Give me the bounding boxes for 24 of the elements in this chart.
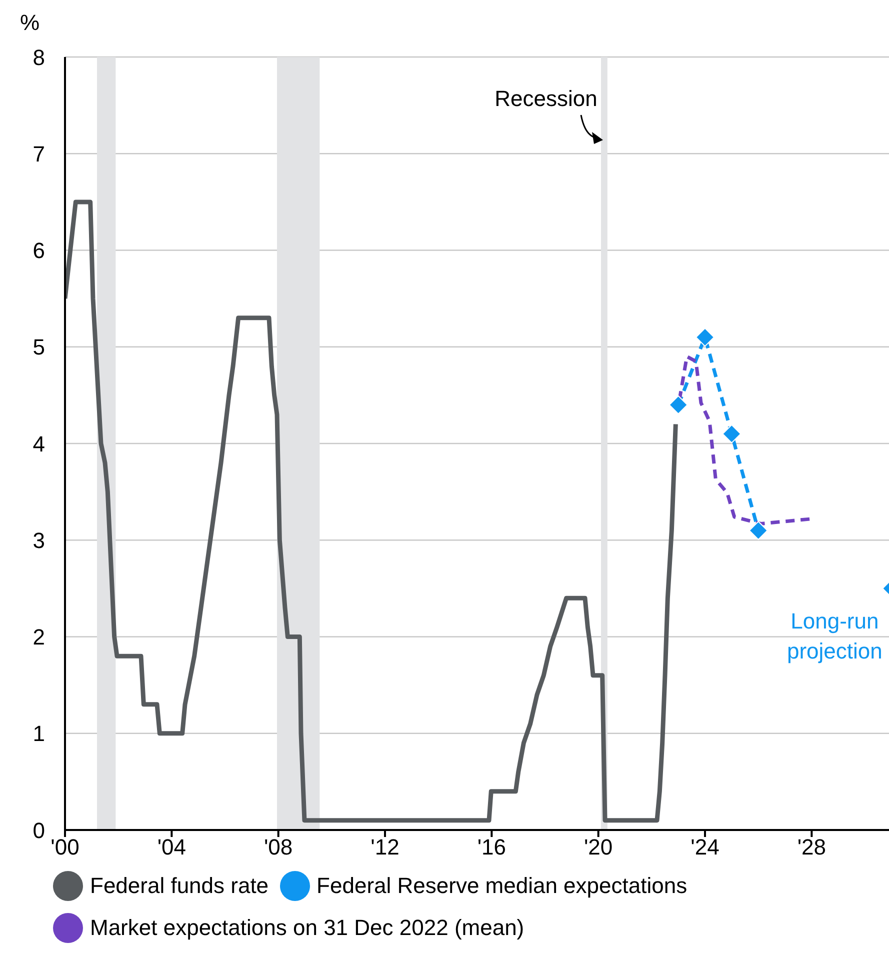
y-tick-label: 6 (32, 238, 45, 264)
x-tick-label: '00 (50, 834, 80, 860)
annotation: Long-run projection (786, 608, 882, 664)
x-tick-label: '20 (584, 834, 613, 860)
x-tick-label: '28 (797, 834, 826, 860)
band-label: Recession (494, 86, 598, 112)
y-tick-label: 4 (32, 431, 45, 456)
x-tick-label: '24 (690, 834, 720, 860)
x-tick-label: '12 (370, 834, 400, 860)
y-axis-title: % (20, 10, 40, 35)
y-tick-label: 0 (32, 818, 45, 843)
legend-label: Federal Reserve median expectations (316, 873, 688, 899)
y-tick-label: 7 (32, 141, 45, 166)
line-series (65, 200, 678, 823)
x-tick-label: '16 (477, 834, 506, 860)
legend-label: Market expectations on 31 Dec 2022 (mean) (90, 915, 524, 941)
y-tick-label: 8 (32, 44, 45, 70)
x-tick-label: '04 (157, 834, 186, 860)
legend-label: Federal funds rate (90, 873, 269, 899)
y-tick-label: 2 (32, 624, 45, 650)
y-tick-label: 3 (32, 528, 45, 553)
y-tick-label: 5 (32, 334, 45, 360)
x-tick-label: '08 (264, 834, 293, 860)
y-tick-label: 1 (32, 721, 45, 746)
